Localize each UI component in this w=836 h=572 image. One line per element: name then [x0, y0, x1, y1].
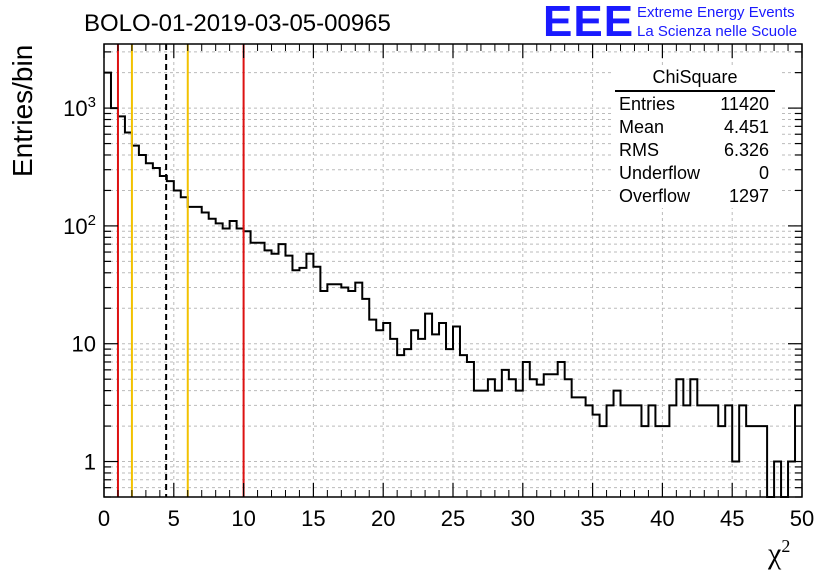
stats-title: ChiSquare	[615, 67, 775, 92]
grid-lines	[104, 44, 802, 497]
stats-row-mean: Mean 4.451	[619, 117, 769, 137]
y-tick-label: 103	[63, 94, 96, 121]
x-tick-label: 40	[650, 506, 674, 531]
x-tick-label: 5	[168, 506, 180, 531]
x-tick-label: 35	[580, 506, 604, 531]
threshold-lines	[116, 44, 245, 497]
y-tick-label: 102	[63, 212, 96, 239]
stats-row-entries: Entries 11420	[619, 94, 769, 114]
x-tick-label: 50	[790, 506, 814, 531]
logo-line-2: La Scienza nelle Scuole	[637, 23, 798, 40]
x-tick-label: 45	[720, 506, 744, 531]
x-tick-label: 0	[98, 506, 110, 531]
y-axis-label: Entries/bin	[7, 44, 38, 177]
y-tick-label: 10	[72, 332, 96, 357]
stats-box: ChiSquare Entries 11420 Mean 4.451 RMS 6.32…	[611, 67, 779, 208]
x-axis-label: χ2	[768, 536, 791, 570]
x-tick-label: 20	[371, 506, 395, 531]
y-tick-label: 1	[84, 450, 96, 475]
stats-row-rms: RMS 6.326	[619, 140, 769, 160]
stats-row-underflow: Underflow 0	[619, 163, 769, 183]
eee-logo: EEE	[543, 0, 635, 46]
x-tick-label: 10	[231, 506, 255, 531]
axes: 0 5 10 15 20 25 30 35 40 45 50 1 10 102 103	[63, 43, 814, 531]
x-tick-label: 30	[511, 506, 535, 531]
stats-row-overflow: Overflow 1297	[619, 186, 769, 206]
x-tick-label: 25	[441, 506, 465, 531]
x-tick-label: 15	[301, 506, 325, 531]
logo-line-1: Extreme Energy Events	[637, 4, 795, 21]
histogram-series	[104, 71, 802, 498]
histogram-line	[104, 71, 802, 498]
chart-title: BOLO-01-2019-03-05-00965	[84, 10, 391, 37]
